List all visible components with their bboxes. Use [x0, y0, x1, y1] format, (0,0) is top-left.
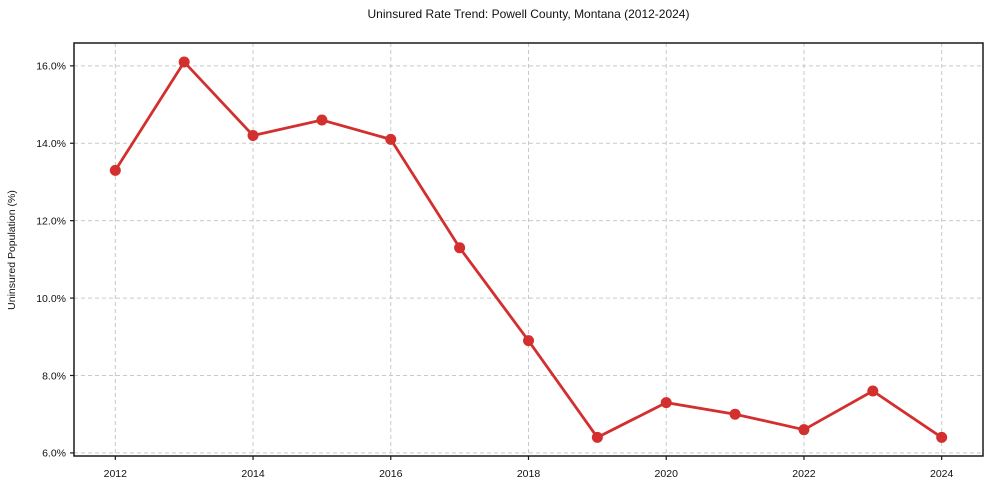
- data-point: [660, 397, 672, 409]
- y-tick-label: 6.0%: [42, 448, 66, 460]
- x-tick-label: 2016: [379, 468, 403, 480]
- y-tick-label: 12.0%: [36, 215, 66, 227]
- x-tick-label: 2018: [517, 468, 541, 480]
- y-tick-label: 10.0%: [36, 293, 66, 305]
- y-tick-label: 16.0%: [36, 61, 66, 73]
- data-point: [454, 242, 466, 254]
- data-point: [247, 130, 259, 142]
- data-point: [936, 431, 948, 443]
- data-point: [385, 133, 397, 145]
- x-tick-label: 2012: [104, 468, 128, 480]
- data-point: [523, 335, 534, 347]
- data-point: [591, 431, 603, 443]
- data-point: [798, 424, 810, 436]
- x-tick-label: 2022: [792, 468, 816, 480]
- y-tick-label: 14.0%: [36, 138, 66, 150]
- y-axis-label: Uninsured Population (%): [6, 190, 18, 310]
- x-tick-label: 2014: [241, 468, 265, 480]
- data-point: [867, 385, 879, 397]
- x-tick-label: 2020: [655, 468, 679, 480]
- y-tick-label: 8.0%: [42, 370, 66, 382]
- data-point: [729, 408, 741, 420]
- data-point: [316, 114, 328, 126]
- x-tick-label: 2024: [930, 468, 954, 480]
- data-point: [178, 56, 190, 68]
- data-point: [109, 164, 121, 176]
- chart-title: Uninsured Rate Trend: Powell County, Mon…: [367, 7, 690, 21]
